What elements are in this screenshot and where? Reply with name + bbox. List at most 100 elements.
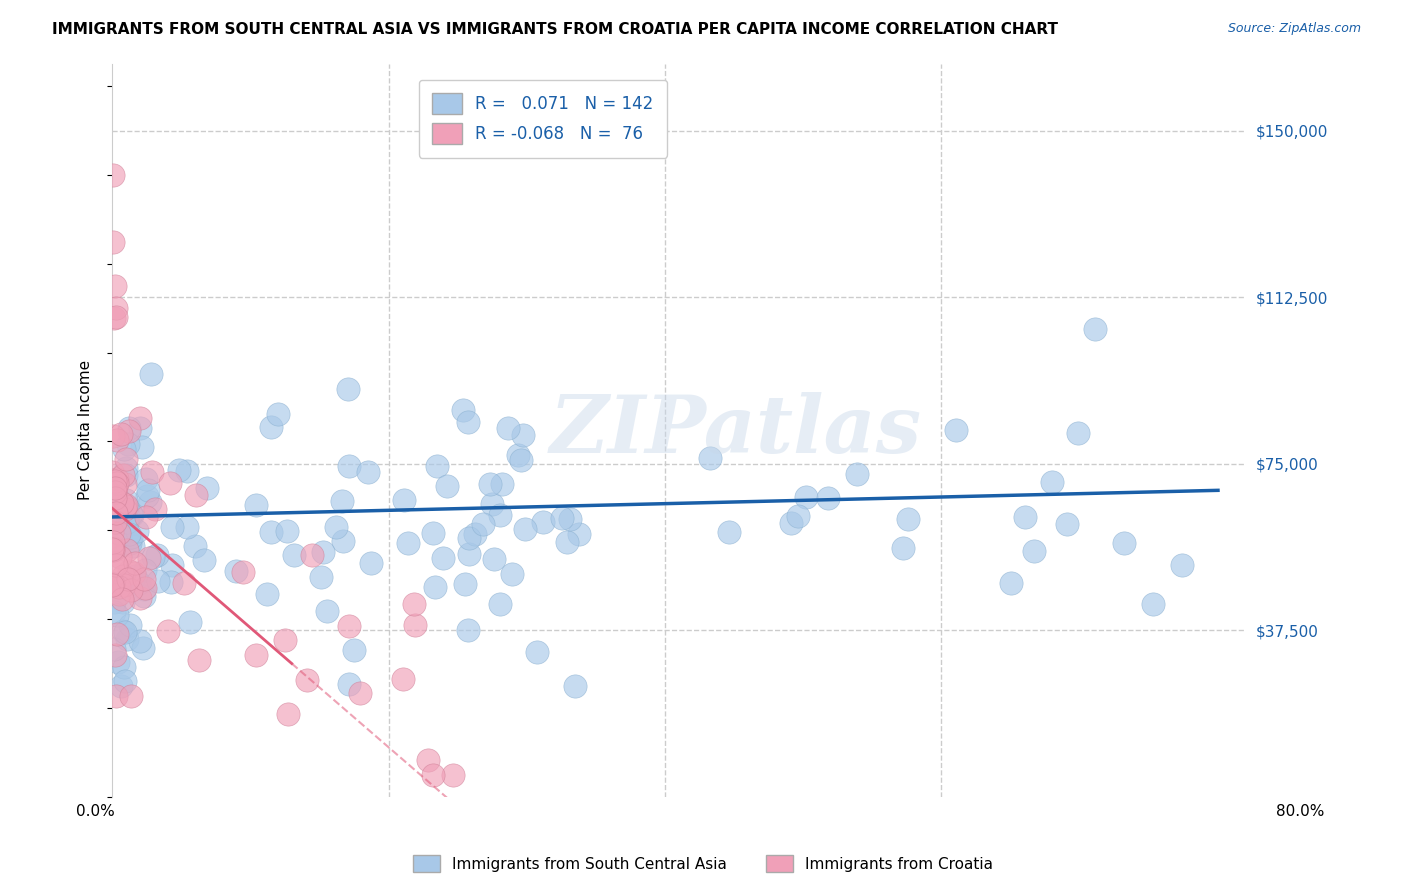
Point	[107, 526, 129, 541]
Point	[114, 476, 136, 491]
Point	[1014, 510, 1036, 524]
Point	[118, 421, 141, 435]
Point	[117, 437, 139, 451]
Point	[117, 508, 139, 522]
Point	[103, 641, 125, 656]
Point	[512, 428, 534, 442]
Point	[103, 311, 125, 326]
Point	[457, 624, 479, 638]
Legend: R =   0.071   N = 142, R = -0.068   N =  76: R = 0.071 N = 142, R = -0.068 N = 76	[419, 79, 666, 158]
Point	[138, 483, 160, 497]
Point	[184, 488, 207, 502]
Point	[454, 576, 477, 591]
Point	[176, 520, 198, 534]
Point	[464, 526, 486, 541]
Point	[101, 577, 124, 591]
Point	[337, 619, 360, 633]
Point	[101, 524, 124, 539]
Point	[392, 672, 415, 686]
Text: Source: ZipAtlas.com: Source: ZipAtlas.com	[1227, 22, 1361, 36]
Point	[128, 591, 150, 605]
Point	[531, 515, 554, 529]
Point	[139, 368, 162, 382]
Point	[558, 511, 581, 525]
Point	[159, 476, 181, 491]
Point	[176, 464, 198, 478]
Point	[167, 463, 190, 477]
Point	[451, 402, 474, 417]
Point	[325, 519, 347, 533]
Point	[1024, 544, 1046, 558]
Point	[122, 566, 145, 580]
Point	[104, 556, 127, 570]
Point	[105, 472, 128, 486]
Point	[432, 550, 454, 565]
Point	[891, 541, 914, 556]
Point	[138, 551, 160, 566]
Point	[1000, 576, 1022, 591]
Point	[120, 689, 142, 703]
Point	[148, 574, 170, 588]
Point	[115, 493, 138, 508]
Point	[111, 595, 134, 609]
Point	[124, 569, 146, 583]
Point	[132, 582, 155, 596]
Point	[101, 542, 124, 557]
Point	[699, 450, 721, 465]
Point	[945, 423, 967, 437]
Point	[104, 558, 127, 573]
Point	[260, 525, 283, 540]
Point	[114, 625, 136, 640]
Point	[121, 508, 143, 523]
Point	[1056, 516, 1078, 531]
Point	[103, 489, 125, 503]
Point	[897, 512, 920, 526]
Point	[108, 527, 131, 541]
Point	[134, 563, 156, 577]
Point	[422, 525, 444, 540]
Point	[128, 633, 150, 648]
Point	[458, 531, 481, 545]
Point	[103, 479, 125, 493]
Point	[330, 494, 353, 508]
Point	[479, 477, 502, 491]
Point	[441, 767, 464, 781]
Point	[103, 594, 125, 608]
Point	[101, 543, 124, 558]
Point	[568, 527, 591, 541]
Point	[107, 656, 129, 670]
Point	[297, 673, 319, 687]
Point	[108, 587, 131, 601]
Point	[551, 510, 574, 524]
Point	[274, 632, 297, 647]
Point	[160, 574, 183, 589]
Point	[173, 576, 195, 591]
Point	[112, 577, 135, 591]
Point	[120, 536, 142, 550]
Point	[132, 590, 155, 604]
Point	[188, 652, 211, 666]
Point	[160, 520, 183, 534]
Point	[120, 530, 142, 544]
Point	[276, 524, 298, 538]
Point	[787, 508, 810, 523]
Point	[231, 565, 253, 579]
Point	[195, 481, 218, 495]
Point	[245, 648, 267, 663]
Point	[131, 440, 153, 454]
Text: ZIPatlas: ZIPatlas	[550, 392, 921, 469]
Point	[128, 576, 150, 591]
Point	[817, 491, 839, 506]
Point	[104, 648, 127, 663]
Point	[1112, 535, 1135, 549]
Point	[115, 632, 138, 647]
Point	[110, 427, 132, 442]
Point	[101, 542, 124, 557]
Point	[146, 548, 169, 562]
Point	[117, 572, 139, 586]
Point	[513, 522, 536, 536]
Point	[482, 552, 505, 566]
Point	[256, 586, 278, 600]
Point	[425, 580, 447, 594]
Point	[794, 490, 817, 504]
